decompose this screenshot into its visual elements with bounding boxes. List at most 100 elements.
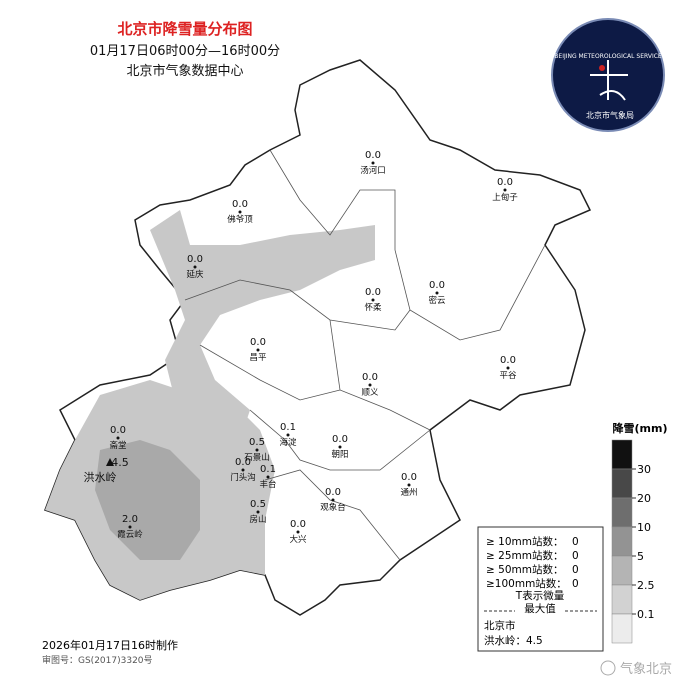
station-dot: [435, 291, 439, 295]
station-dot: [296, 530, 300, 534]
legend-swatch: [611, 497, 633, 528]
station-dot: [286, 433, 290, 437]
station-dot: [116, 436, 120, 440]
station-name: 平谷: [499, 371, 517, 381]
station-dot: [255, 448, 259, 452]
stats-label: ≥ 50mm站数：: [486, 563, 563, 576]
station-dot: [241, 468, 245, 472]
station-dot: [238, 210, 242, 214]
station-name: 石景山: [244, 452, 270, 463]
legend-label: 10: [637, 521, 651, 534]
station-dot: [503, 188, 507, 192]
station-dot: [256, 348, 260, 352]
station-dot: [338, 445, 342, 449]
legend-swatch: [611, 526, 633, 557]
watermark-icon: [600, 660, 616, 676]
station-name: 佛爷顶: [227, 214, 253, 225]
station-name: 房山: [249, 514, 266, 525]
station-name: 丰台: [259, 479, 276, 490]
legend-label: 5: [637, 550, 644, 563]
station-name: 朝阳: [331, 450, 348, 460]
station-dot: [128, 525, 132, 529]
stats-label: ≥ 25mm站数：: [486, 549, 563, 562]
station-value: 4.5: [111, 456, 129, 469]
station-name: 海淀: [279, 437, 297, 448]
stats-max-region: 北京市: [484, 619, 516, 632]
station-value: 0.1: [260, 464, 276, 475]
legend-swatch: [611, 439, 633, 470]
station-value: 0.0: [232, 199, 248, 210]
period: 01月17日06时00分—16时00分: [90, 44, 280, 59]
station-dot: [256, 510, 260, 514]
station-name: 密云: [428, 295, 446, 306]
station-dot: [368, 383, 372, 387]
stats-max-station: 洪水岭：4.5: [484, 634, 543, 647]
station-name: 顺义: [361, 388, 379, 398]
made-time: 2026年01月17日16时制作: [42, 638, 178, 652]
station-dot: [371, 161, 375, 165]
station-value: 0.0: [429, 280, 445, 291]
legend-swatch: [611, 584, 633, 615]
legend-label: 30: [637, 463, 651, 476]
source: 北京市气象数据中心: [126, 63, 243, 79]
legend: 30 20 10 5 2.5 0.1: [611, 439, 655, 644]
station-value: 0.0: [325, 487, 341, 498]
logo-dot: [599, 65, 605, 71]
station-name: 通州: [400, 487, 417, 498]
station-name: 洪水岭: [84, 470, 117, 484]
station-value: 0.0: [362, 372, 378, 383]
stats-value: 0: [572, 536, 579, 548]
legend-swatch: [611, 468, 633, 499]
station-name: 大兴: [289, 534, 307, 545]
station-name: 昌平: [249, 353, 267, 363]
stats: ≥ 10mm站数： 0 ≥ 25mm站数： 0 ≥ 50mm站数： 0 ≥100mm站数： 0: [486, 535, 579, 590]
station-value: 0.0: [365, 287, 381, 298]
station-name: 斋堂: [109, 440, 126, 451]
station-dot: [193, 265, 197, 269]
max-marker: [106, 458, 114, 466]
stats-box: [477, 526, 604, 652]
station-value: 0.0: [497, 177, 513, 188]
station-dot: [266, 475, 270, 479]
station-name: 上甸子: [492, 192, 518, 203]
legend-label: 0.1: [637, 608, 655, 621]
station-value: 0.0: [187, 254, 203, 265]
station-value: 0.0: [250, 337, 266, 348]
logo-emblem: [590, 60, 628, 101]
station-name: 霞云岭: [117, 529, 143, 540]
station-dot: [371, 298, 375, 302]
watermark: 气象北京: [620, 661, 672, 677]
legend-swatch: [611, 555, 633, 586]
stats-label: ≥100mm站数：: [486, 577, 567, 590]
stations: 0.0 汤河口 0.0 上甸子 0.0 佛爷顶 0.0 延庆 0.0 怀柔 0.0 密云 0.0 昌平 0.…: [84, 150, 519, 545]
station-value: 0.0: [332, 434, 348, 445]
station-value: 0.0: [290, 519, 306, 530]
stats-value: 0: [572, 578, 579, 590]
legend-label: 20: [637, 492, 651, 505]
legend-label: 2.5: [637, 579, 655, 592]
legend-swatch: [611, 613, 633, 644]
station-value: 2.0: [122, 514, 138, 525]
stats-label: ≥ 10mm站数：: [486, 535, 563, 548]
station-dot: [331, 498, 335, 502]
snow-area: [150, 210, 375, 440]
station-name: 怀柔: [364, 302, 382, 313]
station-name: 汤河口: [360, 165, 386, 176]
station-value: 0.0: [110, 425, 126, 436]
stats-value: 0: [572, 550, 579, 562]
review-no: 审图号：GS(2017)3320号: [42, 654, 153, 666]
station-value: 0.1: [280, 422, 296, 433]
stats-note: T表示微量: [515, 589, 565, 602]
station-dot: [506, 366, 510, 370]
stats-value: 0: [572, 564, 579, 576]
station-name: 延庆: [186, 269, 204, 280]
station-value: 0.5: [249, 437, 265, 448]
station-name: 观象台: [320, 502, 346, 513]
stats-max-title: 最大值: [524, 602, 556, 615]
district-borders: [184, 149, 546, 561]
station-name: 门头沟: [230, 472, 256, 483]
station-value: 0.5: [250, 499, 266, 510]
station-value: 0.0: [401, 472, 417, 483]
title: 北京市降雪量分布图: [117, 20, 252, 38]
